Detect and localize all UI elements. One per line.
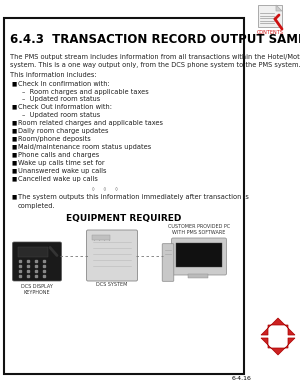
Text: Maid/maintenance room status updates: Maid/maintenance room status updates [18, 144, 151, 149]
Text: ■: ■ [11, 194, 16, 199]
Bar [188, 274, 208, 277]
Text: The system outputs this information immediately after transaction is
completed.: The system outputs this information imme… [18, 194, 249, 209]
Bar [18, 246, 48, 256]
Text: Cancelled wake up calls: Cancelled wake up calls [18, 175, 98, 182]
FancyBboxPatch shape [172, 238, 226, 275]
Polygon shape [276, 5, 282, 11]
Text: DCS SYSTEM: DCS SYSTEM [96, 282, 128, 286]
Bar [4, 18, 244, 374]
FancyBboxPatch shape [162, 244, 174, 281]
Text: –  Updated room status: – Updated room status [22, 112, 100, 118]
Bar [92, 234, 110, 239]
Text: ■: ■ [11, 176, 16, 181]
Text: 6.4.3  TRANSACTION RECORD OUTPUT SAMPLE: 6.4.3 TRANSACTION RECORD OUTPUT SAMPLE [10, 33, 300, 46]
FancyBboxPatch shape [13, 242, 61, 281]
Text: ■: ■ [11, 168, 16, 173]
Text: Wake up calls time set for: Wake up calls time set for [18, 159, 105, 166]
Text: ■: ■ [11, 81, 16, 87]
Polygon shape [261, 338, 295, 355]
Text: CUSTOMER PROVIDED PC
WITH PMS SOFTWARE: CUSTOMER PROVIDED PC WITH PMS SOFTWARE [168, 223, 230, 235]
Text: Room/phone deposits: Room/phone deposits [18, 135, 91, 142]
Text: The PMS output stream includes information from all transactions within the Hote: The PMS output stream includes informati… [10, 54, 300, 69]
Text: DCS DISPLAY
KEYPHONE: DCS DISPLAY KEYPHONE [21, 284, 53, 295]
Text: Room related charges and applicable taxes: Room related charges and applicable taxe… [18, 120, 163, 125]
Text: Daily room charge updates: Daily room charge updates [18, 128, 109, 133]
Text: ■: ■ [11, 144, 16, 149]
Text: ■: ■ [11, 104, 16, 109]
Text: ■: ■ [11, 128, 16, 133]
FancyBboxPatch shape [258, 5, 282, 27]
Text: Unanswered wake up calls: Unanswered wake up calls [18, 168, 106, 173]
Text: ■: ■ [11, 136, 16, 141]
Text: CONTENTS: CONTENTS [256, 30, 284, 35]
Bar [176, 242, 222, 267]
Text: This information includes:: This information includes: [10, 72, 97, 78]
Text: Check In confirmation with:: Check In confirmation with: [18, 81, 110, 87]
Text: ■: ■ [11, 120, 16, 125]
Text: 6-4.16: 6-4.16 [232, 376, 252, 381]
Text: EQUIPMENT REQUIRED: EQUIPMENT REQUIRED [66, 213, 182, 222]
Text: –  Updated room status: – Updated room status [22, 97, 100, 102]
Text: ■: ■ [11, 152, 16, 157]
Text: ■: ■ [11, 160, 16, 165]
Text: ◦   ◦   ◦: ◦ ◦ ◦ [91, 185, 119, 194]
Polygon shape [261, 318, 295, 335]
Text: Phone calls and charges: Phone calls and charges [18, 151, 99, 158]
FancyBboxPatch shape [86, 230, 137, 281]
Text: –  Room charges and applicable taxes: – Room charges and applicable taxes [22, 89, 149, 95]
Text: Check Out information with:: Check Out information with: [18, 104, 112, 110]
